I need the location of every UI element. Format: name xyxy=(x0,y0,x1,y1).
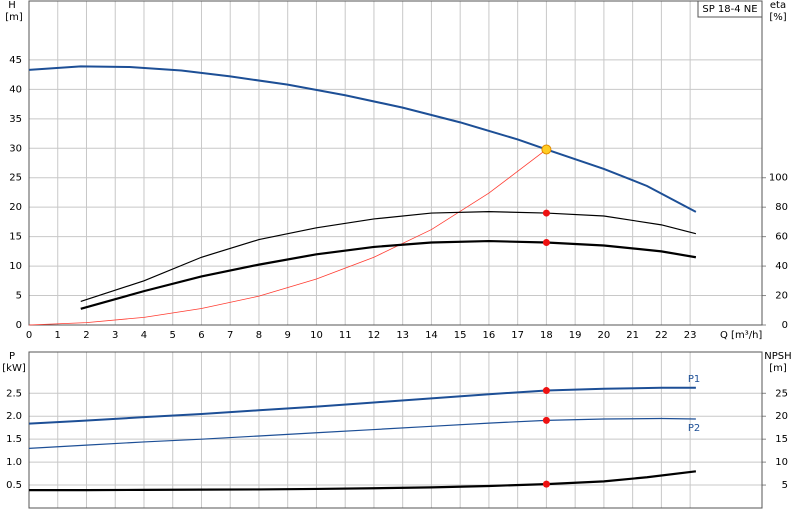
operating-point xyxy=(541,144,552,155)
y-tick-label: 10 xyxy=(9,261,22,272)
y-tick-label: 15 xyxy=(9,232,22,243)
x-tick-label: 11 xyxy=(339,330,352,341)
operating-point xyxy=(542,480,550,488)
x-tick-label: 0 xyxy=(26,330,32,341)
y-tick-label: 40 xyxy=(9,84,22,95)
y-tick-label: 20 xyxy=(9,202,22,213)
x-tick-label: 21 xyxy=(626,330,639,341)
y2-tick-label: 60 xyxy=(775,232,788,243)
y2-axis-label: [%] xyxy=(769,12,786,23)
y-tick-label: 1.5 xyxy=(6,434,22,445)
x-tick-label: 6 xyxy=(198,330,204,341)
curve xyxy=(28,417,696,449)
x-tick-label: 5 xyxy=(170,330,176,341)
y-axis-label: P xyxy=(9,351,15,362)
y2-tick-label: 20 xyxy=(775,291,788,302)
title-box xyxy=(697,0,763,18)
curve-label: P1 xyxy=(688,374,700,385)
curve xyxy=(28,386,696,425)
y2-tick-label: 10 xyxy=(775,457,788,468)
curve xyxy=(80,210,697,303)
y-tick-label: 2.0 xyxy=(6,411,22,422)
x-axis-label: Q [m³/h] xyxy=(720,330,762,341)
y-tick-label: 2.5 xyxy=(6,388,22,399)
y-axis-label: [kW] xyxy=(2,363,26,374)
y2-tick-label: 5 xyxy=(782,480,788,491)
curve xyxy=(29,470,697,492)
x-tick-label: 9 xyxy=(285,330,291,341)
y-tick-label: 0 xyxy=(16,320,22,331)
y-tick-label: 0.5 xyxy=(6,480,22,491)
y-axis-label: [m] xyxy=(5,12,23,23)
x-tick-label: 17 xyxy=(511,330,524,341)
y-tick-label: 35 xyxy=(9,114,22,125)
x-tick-label: 8 xyxy=(256,330,262,341)
plot-frame xyxy=(28,0,763,326)
y2-tick-label: 40 xyxy=(775,261,788,272)
plot-frame xyxy=(28,351,763,509)
y-tick-label: 1.0 xyxy=(6,457,22,468)
y2-tick-label: 0 xyxy=(782,320,788,331)
x-tick-label: 3 xyxy=(112,330,118,341)
curve xyxy=(28,65,697,213)
x-tick-label: 15 xyxy=(454,330,467,341)
curve xyxy=(80,239,697,310)
x-tick-label: 14 xyxy=(425,330,438,341)
y-axis-label: H xyxy=(8,0,16,11)
operating-point xyxy=(542,239,550,247)
operating-point xyxy=(542,387,550,395)
x-tick-label: 23 xyxy=(684,330,697,341)
y2-axis-label: eta xyxy=(770,0,786,11)
x-tick-label: 2 xyxy=(83,330,89,341)
y-tick-label: 25 xyxy=(9,173,22,184)
y-tick-label: 30 xyxy=(9,143,22,154)
x-tick-label: 22 xyxy=(655,330,668,341)
x-tick-label: 10 xyxy=(310,330,323,341)
y2-tick-label: 100 xyxy=(769,173,788,184)
x-tick-label: 12 xyxy=(368,330,381,341)
x-tick-label: 13 xyxy=(396,330,409,341)
operating-point xyxy=(542,416,550,424)
chart-title: SP 18-4 NE xyxy=(702,4,757,15)
operating-point xyxy=(542,209,550,217)
x-tick-label: 4 xyxy=(141,330,147,341)
x-tick-label: 18 xyxy=(540,330,553,341)
y2-tick-label: 25 xyxy=(775,388,788,399)
x-tick-label: 20 xyxy=(598,330,611,341)
curve-label: P2 xyxy=(688,423,700,434)
y2-tick-label: 80 xyxy=(775,202,788,213)
x-tick-label: 19 xyxy=(569,330,582,341)
y2-axis-label: NPSH xyxy=(764,351,791,362)
y-tick-label: 5 xyxy=(16,291,22,302)
y2-tick-label: 15 xyxy=(775,434,788,445)
x-tick-label: 16 xyxy=(483,330,496,341)
curve xyxy=(28,149,547,326)
y-tick-label: 45 xyxy=(9,55,22,66)
y2-tick-label: 20 xyxy=(775,411,788,422)
x-tick-label: 7 xyxy=(227,330,233,341)
y2-axis-label: [m] xyxy=(769,363,787,374)
x-tick-label: 1 xyxy=(55,330,61,341)
